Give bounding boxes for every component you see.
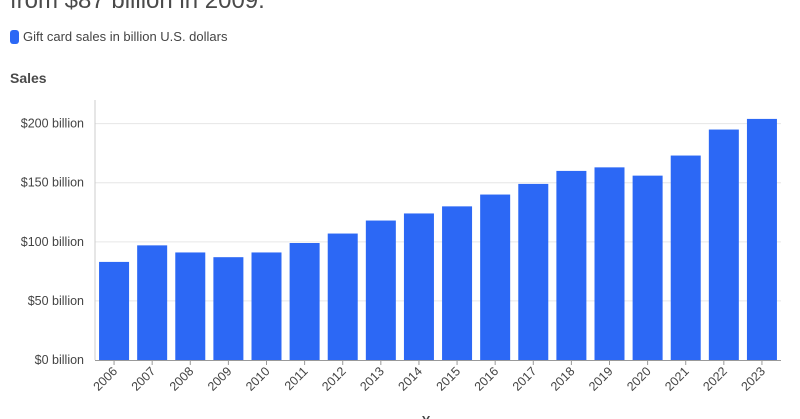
bar-2020[interactable] <box>632 175 663 360</box>
y-tick-label: $0 billion <box>35 353 84 367</box>
x-tick-label: 2012 <box>319 364 349 394</box>
legend[interactable]: Gift card sales in billion U.S. dollars <box>10 29 227 44</box>
x-tick-label: 2020 <box>624 364 654 394</box>
x-tick-label: 2009 <box>205 364 235 394</box>
x-tick-label: 2007 <box>129 364 159 394</box>
bar-2008[interactable] <box>175 252 206 360</box>
bar-2006[interactable] <box>99 261 130 360</box>
x-tick-label: 2010 <box>243 364 273 394</box>
x-tick-label: 2017 <box>510 364 540 394</box>
x-tick-label: 2022 <box>700 364 730 394</box>
bar-2021[interactable] <box>670 155 701 360</box>
bar-2013[interactable] <box>365 220 396 360</box>
x-tick-label: 2011 <box>282 364 311 393</box>
legend-label: Gift card sales in billion U.S. dollars <box>23 29 228 44</box>
x-tick-label: 2015 <box>434 364 464 394</box>
y-tick-label: $150 billion <box>21 176 84 190</box>
bar-2018[interactable] <box>556 170 587 360</box>
chart-subtitle: from $87 billion in 2009. <box>10 0 265 14</box>
bar-2009[interactable] <box>213 257 244 360</box>
bar-2010[interactable] <box>251 252 282 360</box>
legend-swatch <box>10 29 19 44</box>
x-tick-label: 2013 <box>357 364 387 394</box>
bar-2015[interactable] <box>442 206 473 360</box>
y-tick-label: $200 billion <box>21 117 84 131</box>
x-tick-label: 2019 <box>586 364 616 394</box>
bar-2016[interactable] <box>480 194 511 360</box>
x-tick-label: 2006 <box>91 364 121 394</box>
x-tick-label: 2014 <box>395 364 425 394</box>
x-tick-label: 2023 <box>738 364 768 394</box>
x-tick-label: 2018 <box>548 364 578 394</box>
x-axis-title: Y <box>422 414 431 419</box>
bar-2017[interactable] <box>518 183 549 360</box>
x-tick-label: 2008 <box>167 364 197 394</box>
bar-2023[interactable] <box>746 118 777 360</box>
bar-2012[interactable] <box>327 233 358 360</box>
bar-2014[interactable] <box>403 213 434 360</box>
bar-2022[interactable] <box>708 129 739 360</box>
x-tick-label: 2016 <box>472 364 502 394</box>
bar-2019[interactable] <box>594 167 625 360</box>
y-tick-label: $50 billion <box>28 294 84 308</box>
bar-2007[interactable] <box>137 245 168 360</box>
y-axis-title: Sales <box>10 70 47 86</box>
y-tick-label: $100 billion <box>21 235 84 249</box>
bar-2011[interactable] <box>289 243 320 360</box>
x-tick-label: 2021 <box>662 364 692 394</box>
